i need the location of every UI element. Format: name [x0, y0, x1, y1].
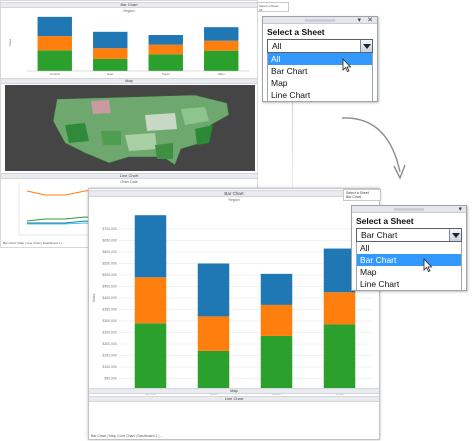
front-map-title: Map [89, 388, 379, 394]
sheet-selector-top[interactable]: ▾ ✕ Select a Sheet All All Bar Chart Map… [262, 16, 378, 102]
front-legend-value: Bar Chart [346, 195, 361, 199]
bar-segment [323, 248, 356, 293]
chevron-down-icon[interactable] [449, 229, 461, 241]
bar-segment [37, 16, 72, 37]
bar-segment [93, 58, 128, 71]
bar-segment [204, 50, 239, 71]
select-value: Bar Chart [361, 230, 398, 240]
option-list: All Bar Chart Map Line Chart [356, 242, 462, 291]
y-axis-label: Sales [92, 293, 96, 302]
x-tick-label: West [218, 72, 225, 76]
y-tick-label: $250,000 [102, 331, 117, 335]
y-tick-label: $700,000 [102, 227, 117, 231]
minimize-icon[interactable]: ▾ [458, 206, 462, 213]
close-icon[interactable]: ✕ [367, 17, 373, 24]
widget-titlebar[interactable]: ▾ [352, 206, 466, 213]
bar-segment [323, 292, 356, 325]
option-line-chart[interactable]: Line Chart [271, 90, 311, 100]
y-tick-label: $650,000 [102, 239, 117, 243]
back-map [5, 85, 255, 171]
select-value: All [272, 41, 282, 51]
mouse-cursor-icon [342, 58, 352, 72]
front-bar-subtitle: Region [228, 198, 240, 202]
bar-segment [260, 273, 293, 305]
mouse-cursor-icon [423, 258, 433, 272]
back-map-title: Map [1, 78, 257, 84]
transition-arrow [341, 117, 406, 180]
y-tick-label: $400,000 [102, 296, 117, 300]
x-tick-label: East [107, 72, 113, 76]
back-bar-subtitle: Region [123, 9, 135, 13]
x-tick-label: South [162, 72, 170, 76]
option-bar-chart[interactable]: Bar Chart [357, 254, 461, 266]
option-all[interactable]: All [268, 53, 372, 65]
bar-segment [323, 324, 356, 390]
front-sheet-tabs: Bar Chart | Map | Line Chart | Dashboard… [91, 434, 164, 438]
widget-label: Select a Sheet [267, 27, 325, 37]
back-legend-value: All [259, 8, 263, 12]
dropdown-arrow-icon[interactable]: ▾ [357, 17, 361, 24]
x-tick-label: Central [50, 72, 60, 76]
widget-titlebar[interactable]: ▾ ✕ [263, 17, 377, 24]
bar-segment [260, 304, 293, 336]
y-axis-label: Sales [8, 38, 12, 46]
option-bar-chart[interactable]: Bar Chart [271, 66, 308, 76]
bar-segment [197, 316, 230, 351]
bar-segment [148, 54, 183, 71]
back-legend-label: Select a Sheet [259, 4, 279, 8]
back-line-subtitle: Order Date [120, 180, 138, 184]
y-tick-label: $100,000 [102, 365, 117, 369]
bar-segment [134, 277, 167, 324]
back-bar-chart: Sales Central East South West [8, 16, 249, 76]
divider [292, 20, 293, 188]
chevron-down-icon[interactable] [360, 40, 372, 52]
sheet-select[interactable]: All [267, 39, 373, 53]
bar-segment [93, 31, 128, 49]
y-tick-label: $350,000 [102, 308, 117, 312]
sheet-selector-bottom[interactable]: ▾ Select a Sheet Bar Chart All Bar Chart… [351, 205, 467, 291]
sheet-select[interactable]: Bar Chart [356, 228, 462, 242]
bar-segment [197, 263, 230, 317]
us-map-graphic [52, 94, 230, 166]
bar-segment [260, 335, 293, 390]
option-map[interactable]: Map [360, 267, 377, 277]
front-sheet-selector-legend: Select a Sheet Bar Chart [343, 189, 381, 201]
back-line-title: Line Chart [1, 173, 257, 179]
back-sheet-tabs: Bar Chart | Map | Line Chart | Dashboard… [3, 241, 65, 245]
bar-segment [37, 36, 72, 51]
y-tick-label: $450,000 [102, 285, 117, 289]
front-bar-chart-title: Bar Chart [89, 190, 379, 197]
front-legend-label: Select a Sheet [346, 191, 369, 195]
option-map[interactable]: Map [271, 78, 288, 88]
drag-grip-icon[interactable] [305, 19, 335, 22]
y-tick-label: $150,000 [102, 354, 117, 358]
option-line-chart[interactable]: Line Chart [360, 279, 400, 289]
back-dashboard: Bar Chart Region Sales Central East South We… [0, 0, 258, 248]
bar-segment [148, 44, 183, 55]
option-list: All Bar Chart Map Line Chart [267, 53, 373, 102]
drag-grip-icon[interactable] [394, 208, 424, 211]
y-tick-label: $600,000 [102, 250, 117, 254]
front-dashboard: Bar Chart Region $0$50,000$100,000$150,0… [88, 188, 380, 440]
bar-segment [93, 48, 128, 59]
front-bar-chart: $0$50,000$100,000$150,000$200,000$250,00… [92, 215, 371, 396]
bar-segment [134, 215, 167, 278]
option-all[interactable]: All [360, 243, 370, 253]
bar-segment [134, 323, 167, 390]
bar-segment [204, 40, 239, 51]
bar-segment [37, 50, 72, 71]
back-bar-chart-title: Bar Chart [1, 2, 257, 8]
bar-segment [148, 35, 183, 45]
y-tick-label: $500,000 [102, 273, 117, 277]
y-tick-label: $550,000 [102, 262, 117, 266]
back-sheet-selector-legend: Select a Sheet All [257, 2, 289, 12]
bar-segment [197, 350, 230, 390]
bar-segment [204, 27, 239, 41]
front-line-title: Line Chart [89, 396, 379, 402]
y-tick-label: $200,000 [102, 342, 117, 346]
widget-label: Select a Sheet [356, 216, 414, 226]
y-tick-label: $300,000 [102, 319, 117, 323]
y-tick-label: $50,000 [104, 377, 117, 381]
